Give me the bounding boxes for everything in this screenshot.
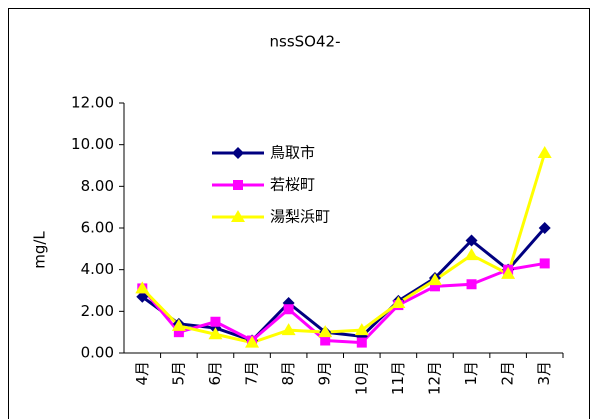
legend-marker <box>233 180 243 190</box>
legend-label: 鳥取市 <box>270 144 315 162</box>
x-tick-label: 3月 <box>535 361 553 386</box>
marker <box>466 279 477 290</box>
chart-title: nssSO42- <box>270 33 341 51</box>
series-line <box>141 152 547 345</box>
x-tick-label: 12月 <box>425 361 443 395</box>
marker <box>465 234 478 247</box>
marker <box>538 222 551 234</box>
marker <box>539 258 550 269</box>
marker <box>427 273 442 286</box>
y-axis-label: mg/L <box>31 231 49 269</box>
chart-frame <box>8 8 590 419</box>
marker <box>429 281 440 292</box>
x-tick-label: 11月 <box>389 361 407 395</box>
x-tick-label: 9月 <box>316 361 334 386</box>
x-tick-label: 10月 <box>352 361 370 395</box>
marker <box>318 325 333 338</box>
marker <box>501 266 516 279</box>
x-tick-label: 8月 <box>279 361 297 386</box>
y-tick-label: 8.00 <box>81 177 114 195</box>
x-tick-label: 2月 <box>499 361 517 386</box>
marker <box>135 281 150 294</box>
y-tick-label: 2.00 <box>81 302 114 320</box>
marker <box>281 323 296 336</box>
marker <box>245 335 260 348</box>
x-tick-label: 4月 <box>133 361 151 386</box>
marker <box>356 337 367 348</box>
marker <box>283 304 294 315</box>
marker <box>464 248 479 261</box>
legend-label: 湯梨浜町 <box>270 208 330 226</box>
series-line <box>141 261 545 345</box>
marker <box>320 335 331 346</box>
marker <box>354 323 369 336</box>
marker <box>171 318 186 331</box>
x-tick-label: 1月 <box>462 361 480 386</box>
y-tick-label: 10.00 <box>71 135 114 153</box>
marker <box>173 327 184 338</box>
y-tick-label: 0.00 <box>81 344 114 362</box>
x-tick-label: 7月 <box>243 361 261 386</box>
marker <box>391 296 406 308</box>
legend-marker <box>231 210 245 222</box>
marker <box>208 327 223 340</box>
y-tick-label: 4.00 <box>81 260 114 278</box>
y-tick-label: 12.00 <box>71 94 114 112</box>
y-tick-label: 6.00 <box>81 219 114 237</box>
marker <box>136 290 149 303</box>
marker <box>537 146 552 158</box>
series-line <box>141 227 546 343</box>
legend-label: 若桜町 <box>270 176 315 194</box>
x-tick-label: 5月 <box>169 361 187 386</box>
marker <box>210 316 221 327</box>
legend-marker <box>232 147 244 159</box>
x-tick-label: 6月 <box>206 361 224 386</box>
